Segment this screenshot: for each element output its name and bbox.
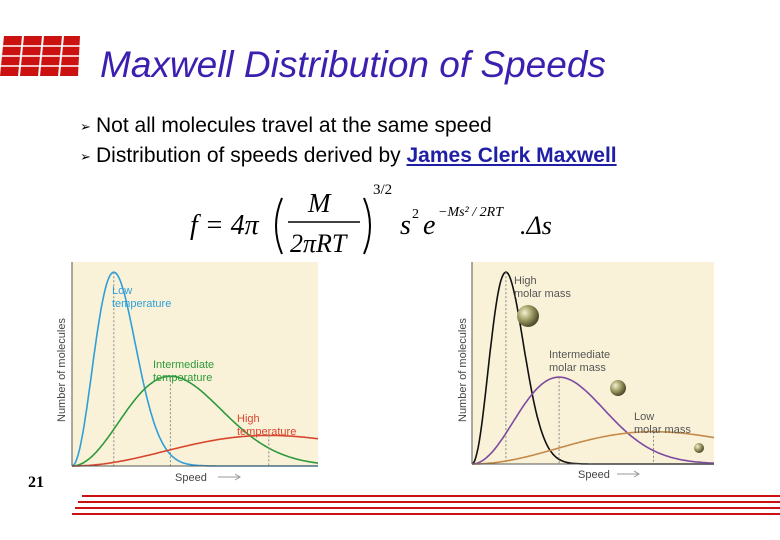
molar-mass-distribution-chart: Number of molecules Speed High molar mas…	[457, 262, 714, 481]
page-number: 21	[28, 474, 44, 491]
large-molecule-icon	[517, 305, 539, 327]
bullet-text-part: Distribution of speeds derived by	[96, 144, 407, 167]
formula-factor: s	[400, 210, 411, 241]
temperature-distribution-chart: Number of molecules Speed Low temperatur…	[56, 262, 318, 484]
y-axis-label: Number of molecules	[457, 318, 469, 422]
formula-denominator: 2πRT	[290, 229, 348, 258]
x-axis-label: Speed	[175, 472, 207, 484]
maxwell-formula: f = 4π M 2πRT 3/2 s 2 e −Ms² / 2RT .Δs	[190, 182, 552, 258]
series-label-high-temperature: High temperature	[237, 413, 296, 438]
series-curve-2	[72, 434, 318, 467]
chart-background	[72, 262, 318, 466]
series-label-low-molar-mass: Low molar mass	[634, 411, 691, 436]
formula-tail: .Δs	[520, 211, 552, 240]
logo-bars	[0, 36, 80, 76]
series-curve-1	[72, 375, 318, 467]
formula-numerator: M	[307, 188, 332, 218]
maxwell-link[interactable]: James Clerk Maxwell	[406, 144, 617, 167]
slide-title: Maxwell Distribution of Speeds	[100, 44, 606, 85]
medium-molecule-icon	[610, 380, 626, 396]
x-axis-label: Speed	[578, 469, 610, 481]
y-axis-label: Number of molecules	[56, 318, 68, 422]
arrow-bullet-icon: ➢	[80, 149, 91, 164]
formula-exponent: 3/2	[373, 182, 392, 198]
series-label-intermediate-molar-mass: Intermediate molar mass	[549, 349, 613, 374]
chart-background	[472, 262, 714, 464]
series-label-low-temperature: Low temperature	[112, 285, 171, 310]
formula-factor-power: 2	[412, 207, 419, 222]
small-molecule-icon	[694, 443, 704, 453]
series-label-high-molar-mass: High molar mass	[514, 275, 571, 300]
bullet-text: Not all molecules travel at the same spe…	[96, 114, 492, 137]
formula-exponent-term: −Ms² / 2RT	[438, 205, 504, 220]
formula-lhs: f = 4π	[190, 210, 260, 241]
formula-base: e	[423, 210, 435, 241]
series-curve-2	[472, 430, 714, 465]
bullet-text: Distribution of speeds derived by James …	[96, 144, 617, 168]
arrow-bullet-icon: ➢	[80, 119, 91, 134]
series-curve-1	[472, 376, 714, 465]
series-label-intermediate-temperature: Intermediate temperature	[153, 359, 217, 384]
footer-lines	[72, 495, 780, 515]
